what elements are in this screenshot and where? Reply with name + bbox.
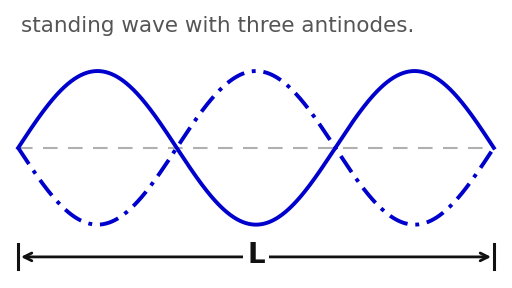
Text: L: L [247,241,265,269]
Text: standing wave with three antinodes.: standing wave with three antinodes. [22,16,415,36]
